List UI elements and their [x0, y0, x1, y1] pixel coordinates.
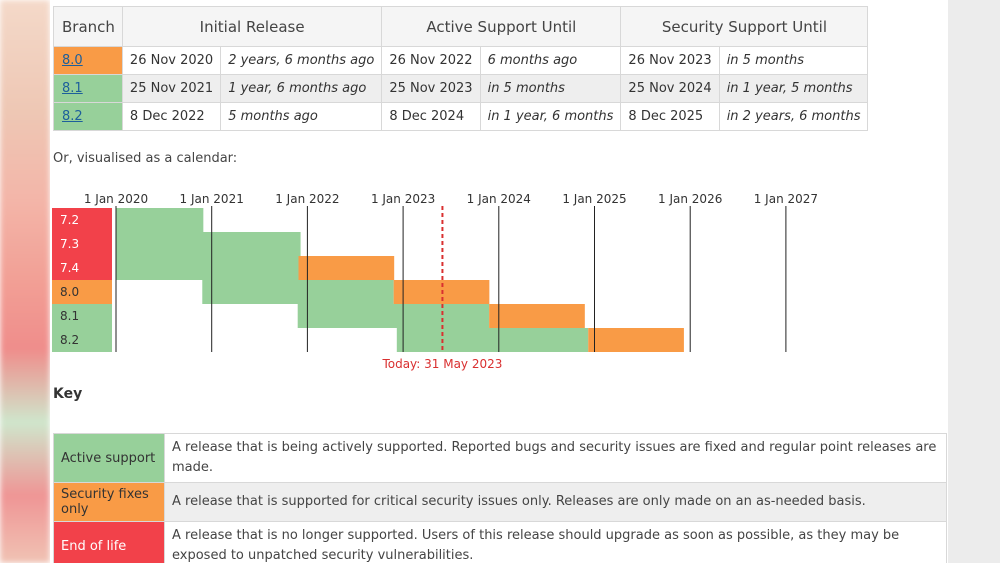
background-blur-left — [0, 0, 50, 563]
security-relative: in 1 year, 5 months — [718, 74, 869, 103]
year-label: 1 Jan 2025 — [562, 192, 626, 206]
security-support-bar — [588, 328, 684, 352]
year-label: 1 Jan 2020 — [84, 192, 148, 206]
active-support-bar — [202, 280, 394, 304]
table-row: 8.0 26 Nov 2020 2 years, 6 months ago 26… — [53, 46, 869, 75]
branch-label-box — [52, 304, 112, 328]
active-support-bar — [297, 304, 490, 328]
branch-cell: 8.1 — [53, 74, 123, 103]
branch-label: 7.3 — [60, 237, 79, 251]
key-label-security: Security fixes only — [53, 482, 165, 522]
active-relative: 6 months ago — [479, 46, 622, 75]
key-label-active: Active support — [53, 433, 165, 483]
active-date: 26 Nov 2022 — [381, 46, 481, 75]
initial-date: 26 Nov 2020 — [121, 46, 222, 75]
header-branch: Branch — [53, 6, 123, 47]
branch-label-box — [52, 280, 112, 304]
initial-relative: 2 years, 6 months ago — [220, 46, 383, 75]
branch-label-box — [52, 232, 112, 256]
security-relative: in 5 months — [718, 46, 869, 75]
calendar-caption: Or, visualised as a calendar: — [53, 151, 238, 166]
branch-cell: 8.2 — [53, 102, 123, 131]
key-table: Active support A release that is being a… — [53, 433, 947, 563]
versions-table: Branch Initial Release Active Support Un… — [53, 6, 869, 131]
branch-label: 7.2 — [60, 213, 79, 227]
year-label: 1 Jan 2023 — [371, 192, 435, 206]
initial-date: 25 Nov 2021 — [121, 74, 222, 103]
table-row: 8.2 8 Dec 2022 5 months ago 8 Dec 2024 i… — [53, 102, 869, 131]
active-support-bar — [116, 256, 299, 280]
year-label: 1 Jan 2024 — [467, 192, 531, 206]
key-row-active: Active support A release that is being a… — [53, 433, 947, 483]
initial-relative: 5 months ago — [220, 102, 383, 131]
header-active-support-until: Active Support Until — [381, 6, 622, 47]
header-initial-release: Initial Release — [121, 6, 383, 47]
support-calendar: 1 Jan 2020 1 Jan 2021 1 Jan 2022 1 Jan 2023… — [52, 192, 818, 371]
initial-relative: 1 year, 6 months ago — [220, 74, 383, 103]
key-description-active: A release that is being actively support… — [164, 433, 947, 483]
active-support-bar — [396, 328, 589, 352]
key-row-eol: End of life A release that is no longer … — [53, 521, 947, 563]
branch-cell: 8.0 — [53, 46, 123, 75]
active-support-bar — [116, 232, 301, 256]
security-support-bar — [489, 304, 585, 328]
security-support-bar — [298, 256, 395, 280]
key-row-security: Security fixes only A release that is su… — [53, 482, 947, 522]
active-date: 25 Nov 2023 — [381, 74, 481, 103]
branch-label-box — [52, 328, 112, 352]
background-right-margin — [948, 0, 1000, 563]
active-relative: in 1 year, 6 months — [479, 102, 622, 131]
table-row: 8.1 25 Nov 2021 1 year, 6 months ago 25 … — [53, 74, 869, 103]
year-label: 1 Jan 2021 — [180, 192, 244, 206]
key-description-eol: A release that is no longer supported. U… — [164, 521, 947, 563]
header-security-support-until: Security Support Until — [620, 6, 869, 47]
active-date: 8 Dec 2024 — [381, 102, 481, 131]
active-support-bar — [116, 208, 204, 232]
branch-label: 8.0 — [60, 285, 79, 299]
security-date: 8 Dec 2025 — [620, 102, 720, 131]
key-label-eol: End of life — [53, 521, 165, 563]
key-heading: Key — [53, 386, 83, 402]
branch-link-8-0[interactable]: 8.0 — [62, 53, 83, 68]
branch-label: 8.2 — [60, 333, 79, 347]
today-label: Today: 31 May 2023 — [381, 357, 502, 371]
initial-date: 8 Dec 2022 — [121, 102, 222, 131]
branch-link-8-2[interactable]: 8.2 — [62, 109, 83, 124]
branch-label: 8.1 — [60, 309, 79, 323]
active-relative: in 5 months — [479, 74, 622, 103]
key-description-security: A release that is supported for critical… — [164, 482, 947, 522]
security-date: 25 Nov 2024 — [620, 74, 720, 103]
versions-table-header: Branch Initial Release Active Support Un… — [53, 6, 869, 47]
security-relative: in 2 years, 6 months — [718, 102, 869, 131]
year-label: 1 Jan 2027 — [754, 192, 818, 206]
year-label: 1 Jan 2026 — [658, 192, 722, 206]
year-label: 1 Jan 2022 — [275, 192, 339, 206]
branch-label: 7.4 — [60, 261, 79, 275]
supported-versions-panel: Branch Initial Release Active Support Un… — [50, 0, 948, 563]
branch-label-box — [52, 256, 112, 280]
branch-link-8-1[interactable]: 8.1 — [62, 81, 83, 96]
security-date: 26 Nov 2023 — [620, 46, 720, 75]
branch-label-box — [52, 208, 112, 232]
